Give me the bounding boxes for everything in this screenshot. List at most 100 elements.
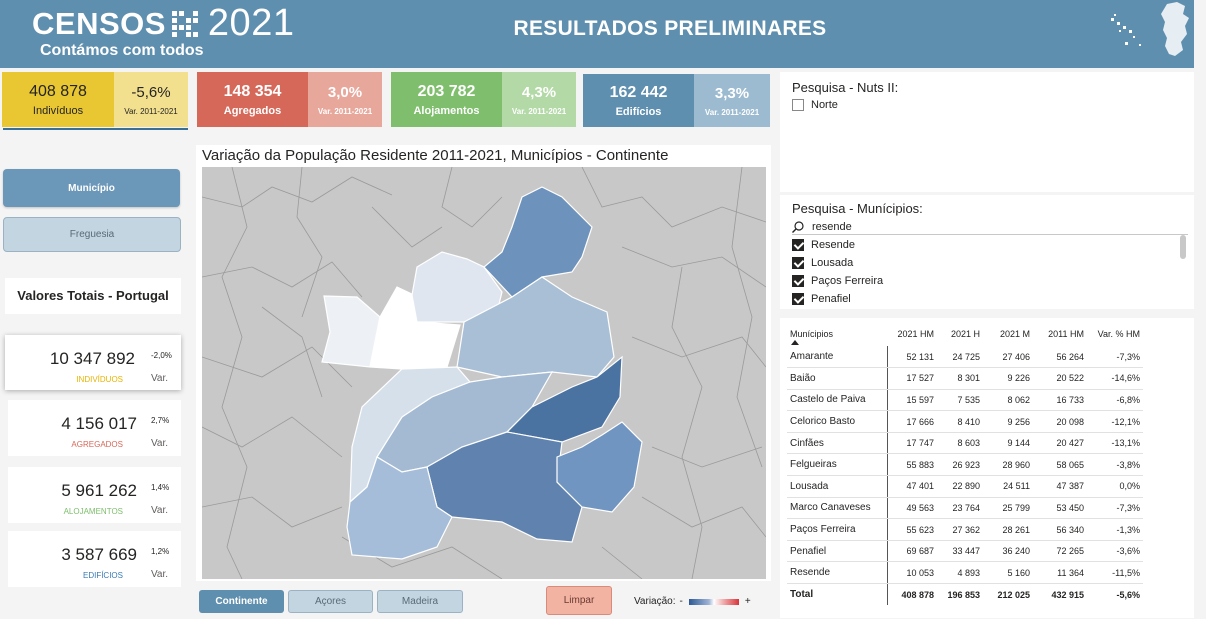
municipio-option-penafiel[interactable]: Penafiel bbox=[792, 293, 851, 305]
search-input[interactable]: resende bbox=[812, 220, 852, 233]
cell-h-2021: 23 764 bbox=[937, 497, 983, 520]
table-row[interactable]: Marco Canaveses 49 563 23 764 25 799 53 450-… bbox=[787, 497, 1143, 520]
total-value: 3 587 669 bbox=[61, 545, 137, 564]
cell-m-2021: 24 511 bbox=[983, 475, 1033, 498]
cell-hm-2011: 56 340 bbox=[1033, 518, 1087, 541]
search-icon bbox=[792, 220, 804, 233]
municipio-button[interactable]: Município bbox=[3, 169, 180, 207]
madeira-button[interactable]: Madeira bbox=[377, 590, 463, 613]
total-pct: 1,2% bbox=[151, 547, 170, 556]
col-header-2021-m[interactable]: 2021 M bbox=[999, 329, 1030, 339]
kpi-var-value: -5,6% bbox=[131, 83, 171, 101]
cell-var-hm: -3,8% bbox=[1087, 453, 1143, 477]
nuts-option-norte[interactable]: Norte bbox=[792, 99, 838, 111]
cell-hm-2011: 58 065 bbox=[1033, 453, 1087, 477]
cell-m-2021: 8 062 bbox=[983, 389, 1033, 412]
cell-municipio: Amarante bbox=[787, 346, 888, 369]
checkbox-checked-icon bbox=[792, 239, 804, 251]
table-row[interactable]: Felgueiras 55 883 26 923 28 960 58 065 -3,8% bbox=[787, 453, 1143, 477]
checkbox-checked-icon bbox=[792, 275, 804, 287]
municipio-option-pacos-ferreira[interactable]: Paços Ferreira bbox=[792, 275, 883, 287]
table-row[interactable]: Penafiel 69 687 33 447 36 240 72 265 -3,6% bbox=[787, 540, 1143, 563]
total-card-edificios: 3 587 669 1,2% EDIFÍCIOS Var. bbox=[8, 531, 181, 587]
total-label: EDIFÍCIOS bbox=[82, 571, 123, 580]
table-row[interactable]: Amarante 52 131 24 725 27 406 56 264 -7,3% bbox=[787, 346, 1143, 369]
cell-hm-2021: 55 623 bbox=[887, 518, 937, 541]
kpi-label: Agregados bbox=[223, 104, 282, 117]
municipios-slicer-title: Pesquisa - Munícipios: bbox=[792, 201, 923, 216]
table-row[interactable]: Cinfães 17 747 8 603 9 144 20 427 -13,1% bbox=[787, 432, 1143, 455]
cell-municipio: Paços Ferreira bbox=[787, 518, 888, 541]
col-header-2021-hm[interactable]: 2021 HM bbox=[897, 329, 934, 339]
option-label: Paços Ferreira bbox=[811, 275, 884, 287]
cell-hm-2011: 20 427 bbox=[1033, 432, 1087, 455]
option-label: Penafiel bbox=[811, 293, 851, 305]
table-row[interactable]: Resende 10 053 4 893 5 160 11 364 -11,5% bbox=[787, 561, 1143, 585]
kpi-label: Alojamentos bbox=[413, 104, 480, 117]
kpi-var-label: Var. 2011-2021 bbox=[704, 107, 760, 117]
cell-hm-2021: 17 527 bbox=[887, 367, 937, 390]
col-header-2021-h[interactable]: 2021 H bbox=[950, 329, 980, 339]
cell-hm-2021: 47 401 bbox=[887, 475, 937, 498]
col-header-2011-hm[interactable]: 2011 HM bbox=[1048, 329, 1084, 339]
table-row[interactable]: Paços Ferreira 55 623 27 362 28 261 56 340 -1… bbox=[787, 518, 1143, 541]
censos-logo: CENSOS 2021 bbox=[32, 2, 294, 45]
cell-hm-2021: 15 597 bbox=[887, 389, 937, 412]
total-pct: -2,0% bbox=[151, 351, 172, 360]
acores-button[interactable]: Açores bbox=[288, 590, 373, 613]
total-var-label: Var. bbox=[151, 438, 169, 449]
limpar-button[interactable]: Limpar bbox=[546, 586, 612, 615]
cell-municipio: Celorico Basto bbox=[787, 410, 888, 433]
total-value: 5 961 262 bbox=[61, 481, 137, 500]
portugal-map-icon bbox=[1111, 2, 1189, 56]
municipio-option-resende[interactable]: Resende bbox=[792, 239, 855, 251]
continente-button[interactable]: Continente bbox=[199, 590, 284, 613]
map-panel: Variação da População Residente 2011-202… bbox=[196, 145, 771, 581]
total-cell-h-2021: 196 853 bbox=[937, 583, 983, 606]
kpi-var-label: Var. 2011-2021 bbox=[124, 106, 178, 116]
cell-h-2021: 8 301 bbox=[937, 367, 983, 390]
cell-m-2021: 36 240 bbox=[983, 540, 1033, 563]
table-row[interactable]: Celorico Basto 17 666 8 410 9 256 20 098 -12,… bbox=[787, 410, 1143, 433]
kpi-agregados[interactable]: 148 354 Agregados 3,0% Var. 2011-2021 bbox=[197, 72, 382, 127]
option-label: Lousada bbox=[811, 257, 854, 269]
kpi-individuos[interactable]: 408 878 Indivíduos -5,6% Var. 2011-2021 bbox=[2, 72, 188, 127]
cell-hm-2021: 10 053 bbox=[887, 561, 937, 585]
choropleth-map[interactable] bbox=[202, 167, 766, 579]
kpi-value: 148 354 bbox=[223, 82, 282, 100]
cell-hm-2021: 49 563 bbox=[887, 497, 937, 520]
cell-h-2021: 8 410 bbox=[937, 410, 983, 433]
cell-municipio: Baião bbox=[787, 367, 888, 390]
table-total-row: Total 408 878 196 853 212 025 432 915 -5,6% bbox=[787, 583, 1143, 606]
municipios-table-panel: Munícipios 2021 HM 2021 H 2021 M 2011 HM… bbox=[780, 318, 1194, 618]
option-label: Norte bbox=[811, 99, 838, 111]
total-pct: 1,4% bbox=[151, 483, 170, 492]
kpi-label: Edifícios bbox=[615, 105, 662, 118]
kpi-var-value: 3,0% bbox=[327, 83, 363, 101]
table-row[interactable]: Castelo de Paiva 15 597 7 535 8 062 16 733 -6… bbox=[787, 389, 1143, 412]
kpi-alojamentos[interactable]: 203 782 Alojamentos 4,3% Var. 2011-2021 bbox=[391, 72, 576, 127]
cell-var-hm: -11,5% bbox=[1087, 561, 1143, 585]
total-pct: 2,7% bbox=[151, 416, 170, 425]
total-cell-municipio: Total bbox=[787, 583, 888, 606]
cell-h-2021: 24 725 bbox=[937, 346, 983, 369]
freguesia-button[interactable]: Freguesia bbox=[3, 217, 181, 252]
table-row[interactable]: Baião 17 527 8 301 9 226 20 522 -14,6% bbox=[787, 367, 1143, 390]
logo-subtitle: Contámos com todos bbox=[40, 42, 204, 59]
col-header-var-hm[interactable]: Var. % HM bbox=[1097, 329, 1140, 339]
total-cell-hm-2021: 408 878 bbox=[887, 583, 937, 606]
municipios-search[interactable]: resende bbox=[792, 219, 1188, 235]
option-label: Resende bbox=[811, 239, 856, 251]
totals-title: Valores Totais - Portugal bbox=[5, 278, 181, 314]
cell-hm-2011: 72 265 bbox=[1033, 540, 1087, 563]
table-header-row: Munícipios 2021 HM 2021 H 2021 M 2011 HM… bbox=[787, 322, 1143, 346]
municipio-option-lousada[interactable]: Lousada bbox=[792, 257, 853, 269]
total-cell-var-hm: -5,6% bbox=[1087, 583, 1143, 606]
col-header-municipios[interactable]: Munícipios bbox=[787, 322, 887, 346]
kpi-edificios[interactable]: 162 442 Edifícios 3,3% Var. 2011-2021 bbox=[583, 74, 770, 127]
kpi-value: 203 782 bbox=[417, 82, 476, 100]
slicer-scrollbar[interactable] bbox=[1180, 235, 1186, 259]
total-value: 10 347 892 bbox=[49, 349, 135, 368]
table-row[interactable]: Lousada 47 401 22 890 24 511 47 387 0,0% bbox=[787, 475, 1143, 498]
total-card-individuos: 10 347 892 -2,0% INDIVÍDUOS Var. bbox=[5, 335, 181, 390]
